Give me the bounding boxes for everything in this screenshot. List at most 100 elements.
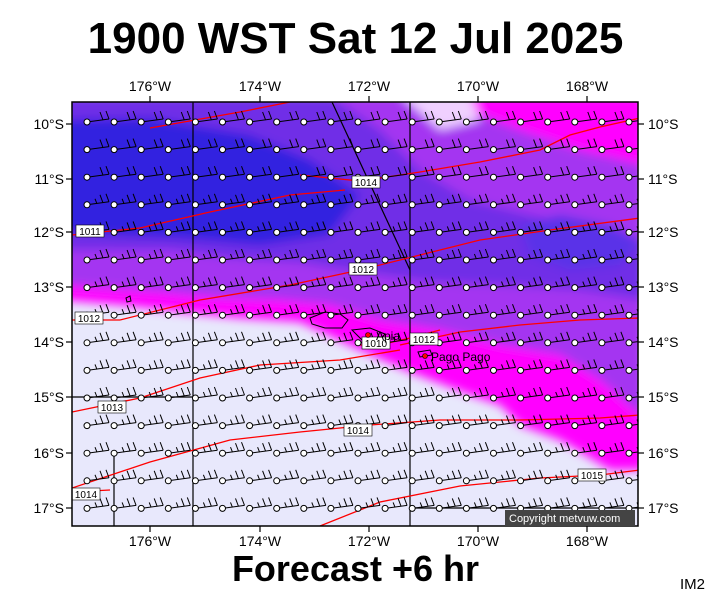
wind-barb [164,193,191,209]
wind-barb [462,304,489,319]
wind-barb [273,331,300,347]
wind-barb [408,166,435,181]
wind-barb [490,442,516,457]
wind-barb [83,248,110,264]
lon-labels-bottom: 176°W 174°W 172°W 170°W 168°W [129,533,609,549]
wind-barb [164,497,191,512]
wind-barb [164,166,191,181]
wind-barb [300,276,327,292]
lat-label-left: 11°S [35,171,64,187]
wind-barb [354,138,381,154]
wind-barb [408,469,435,485]
wind-barb [517,193,544,209]
wind-barb [110,331,137,347]
wind-barb [435,469,462,485]
lat-label-left: 13°S [33,279,64,295]
wind-barb [110,497,137,512]
wind-barb [381,304,408,319]
map-title: 1900 WST Sat 12 Jul 2025 [87,14,624,63]
wind-barb [462,414,489,430]
lat-label-left: 12°S [33,224,64,240]
wind-barb [327,276,354,292]
wind-barb [219,193,245,209]
wind-barb [137,276,164,292]
wind-barb [625,253,638,264]
wind-barb [273,193,300,209]
wind-barb [381,469,408,485]
wind-barb [598,248,625,264]
lon-label-top: 170°W [457,78,500,94]
wind-barb [300,304,327,319]
lon-label-top: 176°W [129,78,172,94]
wind-barb [517,386,544,402]
wind-barb [571,221,598,236]
wind-barb [571,166,598,181]
wind-barb [83,331,110,347]
wind-barb [625,118,638,126]
wind-barb [164,138,191,154]
svg-text:1014: 1014 [75,490,98,501]
wind-barb [246,497,273,512]
wind-barb [381,359,408,374]
wind-barb [381,110,408,126]
wind-barb [137,110,164,126]
wind-barb [164,110,191,126]
wind-barb [408,414,435,430]
wind-barb [354,221,381,236]
wind-barb [327,497,354,512]
wind-barb [327,110,354,126]
wind-barb [327,304,354,319]
wind-barb [273,469,300,485]
wind-barb [517,138,544,154]
wind-barb [462,469,489,485]
wind-barb [408,221,435,236]
isobar-label: 1011 [75,224,105,238]
wind-barb [327,414,354,430]
map-frame [71,101,639,527]
copyright-box [505,510,635,526]
wind-barb [598,138,625,154]
wind-barb [517,442,544,457]
wind-barb [408,304,435,319]
wind-barb [246,276,273,292]
lat-label-right: 13°S [648,279,679,295]
wind-barb [544,248,571,264]
wind-barb [381,442,408,457]
wind-barb [246,248,273,264]
wind-barb [598,414,625,430]
wind-barb [83,166,110,181]
lat-label-right: 15°S [648,389,679,405]
lon-labels-top: 176°W 174°W 172°W 170°W 168°W [129,78,609,94]
wind-barb [137,304,164,319]
isobar-1015 [319,469,638,526]
wind-barb [191,414,218,430]
lat-labels-left: 10°S 11°S 12°S 13°S 14°S 15°S 16°S 17°S [33,116,64,516]
wind-barb [598,331,625,347]
wind-barb [191,442,218,457]
wind-barb [517,221,544,236]
wind-barb [544,138,571,154]
wind-barb [462,110,489,126]
wind-barb [246,166,273,181]
wind-barb [191,248,218,264]
wind-barb [598,442,625,457]
wind-barb [571,110,598,126]
wind-barb [598,221,625,236]
wind-barb [490,469,516,485]
wind-barb [571,138,598,154]
wind-barb [164,248,191,264]
wind-barb [83,193,110,209]
wind-barb [164,386,191,402]
wind-barb [544,304,571,319]
blue-core-east [520,215,638,270]
isobar-label: 1012 [74,311,104,325]
wind-barb [435,166,462,181]
wind-barb [544,359,571,374]
apia-marker [365,332,371,338]
wind-barb [137,166,164,181]
wind-barb [110,469,137,485]
wind-barb [381,248,408,264]
pago-pago-label: Pago Pago [431,350,491,364]
apia-label: Apia [376,329,400,343]
svg-text:1013: 1013 [101,403,124,414]
